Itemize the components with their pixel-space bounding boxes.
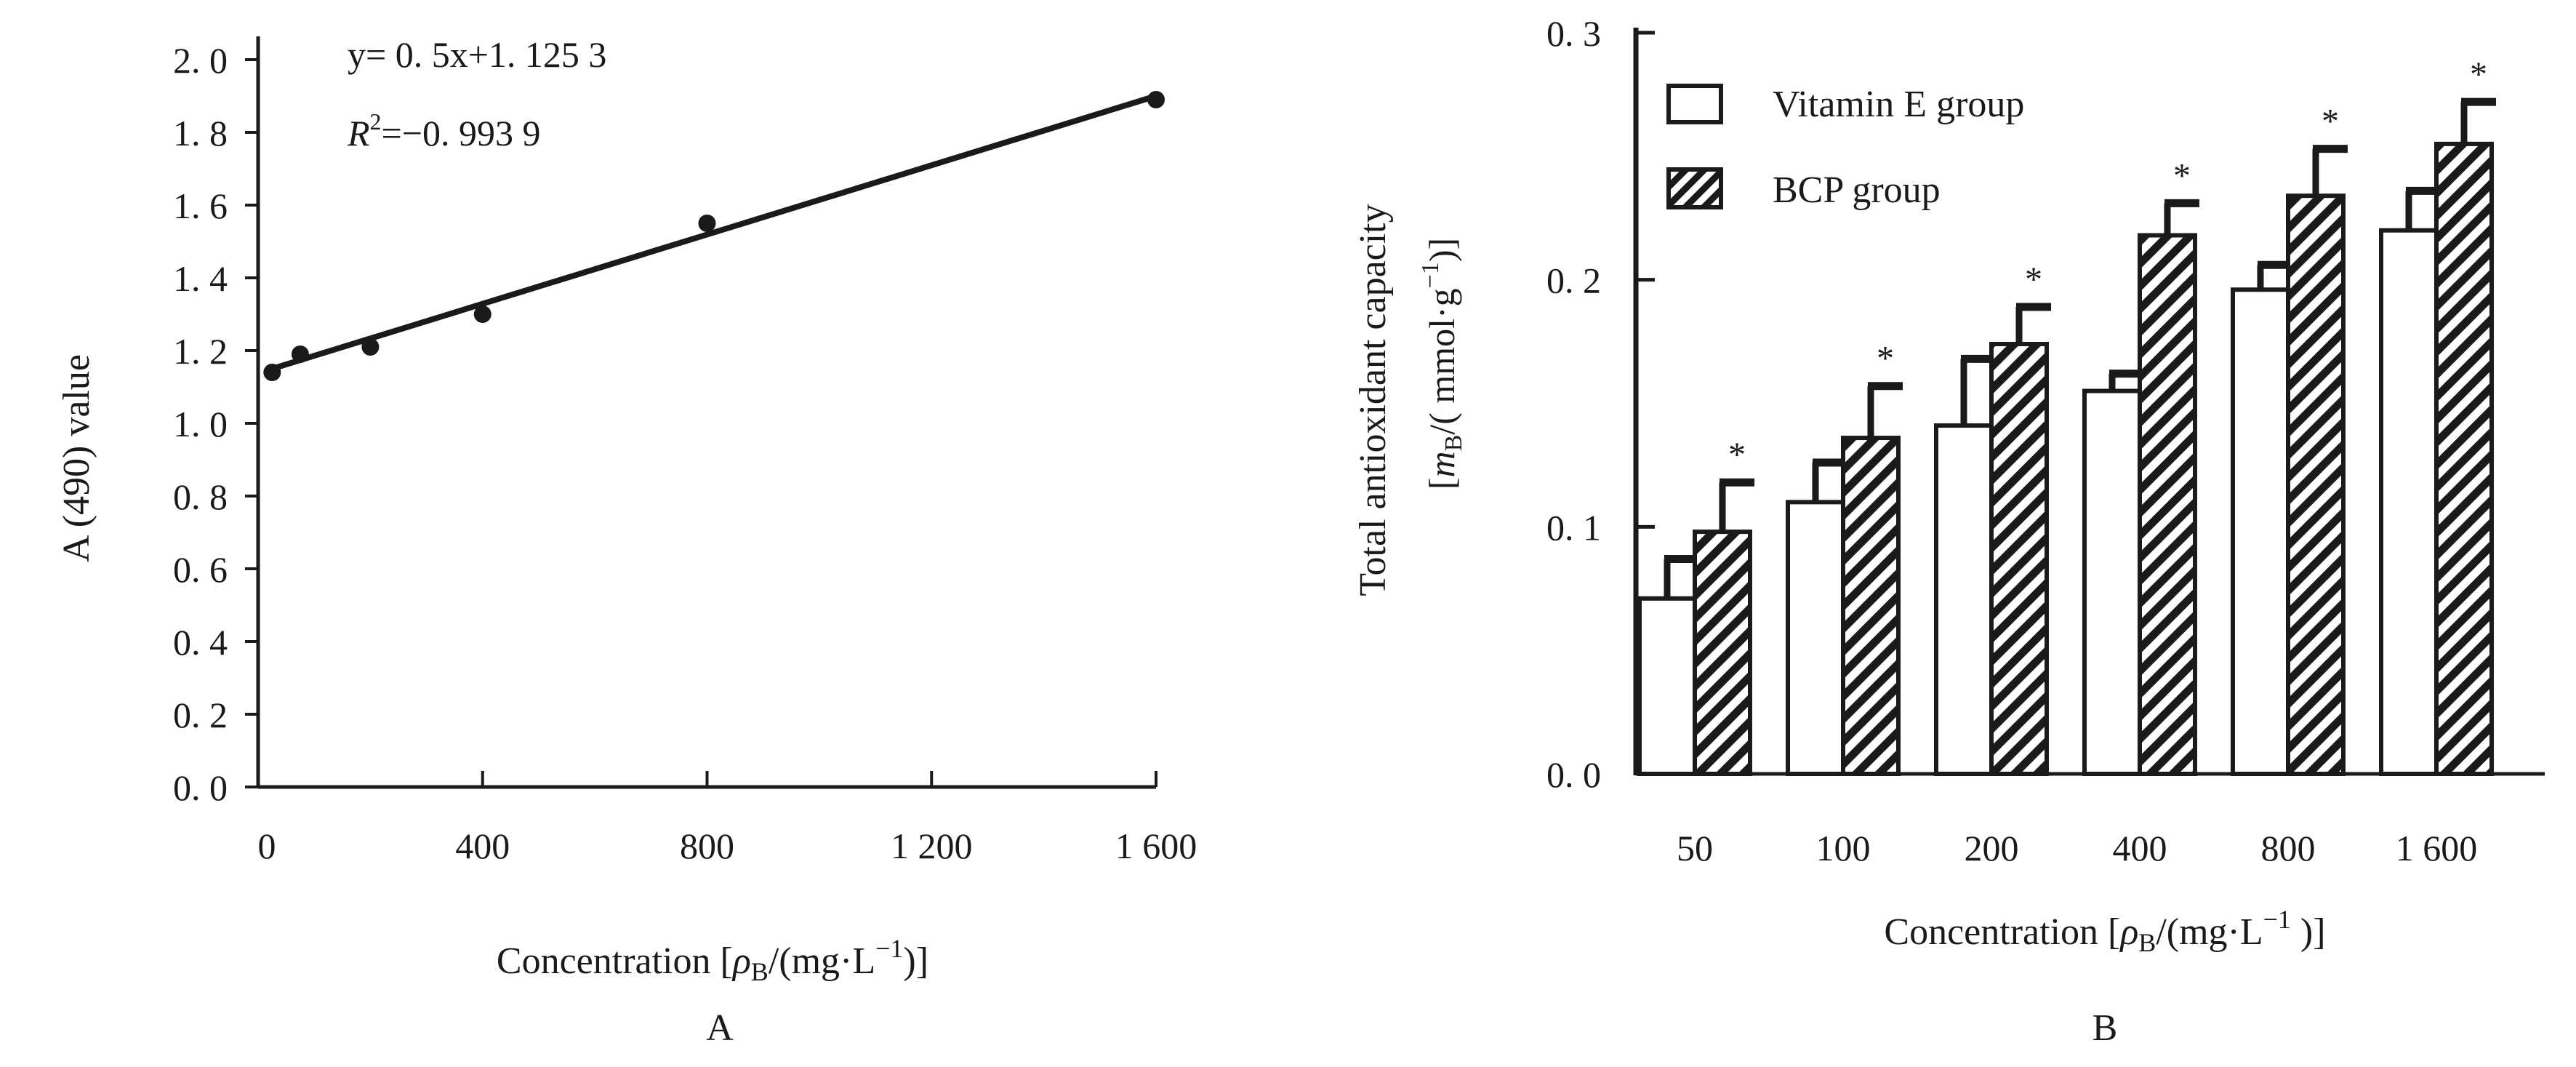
bar-vitamin-e (1637, 596, 1697, 776)
panel-a-y-tick-label: 2. 0 (173, 40, 228, 81)
bar-vitamin-e (2379, 228, 2439, 776)
legend-label-bcp: BCP group (1773, 169, 1941, 211)
panel-a-y-axis-label: A (490) value (56, 354, 97, 562)
panel-a-y-tick-label: 1. 8 (173, 113, 228, 153)
bar-bcp (1841, 436, 1901, 776)
bar-vitamin-e (2082, 388, 2142, 776)
panel-a-x-tick-label: 1 200 (891, 826, 973, 866)
panel-b-x-tick-label: 50 (1677, 828, 1713, 868)
panel-b-x-tick-label: 1 600 (2396, 828, 2478, 868)
significance-marker: * (1728, 436, 1746, 474)
legend-item-vitamin-e: Vitamin E group (1666, 84, 2024, 125)
panel-a-data-point (1147, 91, 1165, 108)
panel-b-y-tick-label: 0. 2 (1546, 260, 1601, 301)
panel-b-x-tick-label: 100 (1816, 828, 1871, 868)
significance-marker: * (1877, 340, 1894, 378)
panel-a-data-point (291, 345, 309, 363)
panel-a-y-tick-label: 0. 4 (173, 622, 228, 663)
significance-marker: * (2470, 55, 2487, 94)
bar-vitamin-e (2231, 287, 2290, 776)
panel-a-data-point (361, 338, 380, 356)
panel-a-r2: R2=−0. 993 9 (347, 108, 540, 153)
panel-b-y-tick-label: 0. 1 (1546, 507, 1601, 548)
panel-a-data-point (263, 364, 281, 381)
panel-a-x-tick-label: 800 (680, 826, 734, 866)
panel-b-x-axis-label: Concentration [ρB/(mg·L−1 )] (1884, 905, 2325, 957)
panel-a-fit-line (271, 93, 1157, 372)
legend-label-vitamin-e: Vitamin E group (1773, 84, 2024, 125)
panel-a: 0. 0 0. 2 0. 4 0. 6 0. 8 1. 0 1. 2 1. 4 1. 6 1. 8… (56, 34, 1197, 1049)
panel-a-y-tick-label: 0. 0 (173, 767, 228, 808)
panel-b-y-axis-label-line2: [mB/( mmol·g−1)] (1417, 238, 1467, 489)
bar-bcp (2138, 233, 2197, 776)
panel-a-y-tick-label: 0. 8 (173, 476, 228, 517)
bar-vitamin-e (1786, 500, 1845, 776)
panel-a-data-point (698, 215, 716, 232)
bar-bcp (2434, 141, 2494, 777)
legend-item-bcp: BCP group (1666, 167, 1941, 211)
panel-a-y-tick-label: 1. 6 (173, 185, 228, 226)
significance-marker: * (2025, 260, 2042, 299)
panel-b-y-tick-label: 0. 0 (1546, 754, 1601, 795)
panel-a-x-tick-label: 1 600 (1115, 826, 1197, 866)
bar-bcp (2286, 193, 2346, 776)
panel-a-x-axis-label: Concentration [ρB/(mg·L−1)] (497, 934, 928, 986)
panel-a-x-tick-label: 0 (258, 826, 276, 866)
significance-marker: * (2322, 103, 2339, 141)
panel-b-label: B (2093, 1007, 2118, 1049)
panel-b: 0. 0 0. 1 0. 2 0. 3 * * * * * * 50 100 200 400 800 1 … (1352, 13, 2545, 1049)
bar-vitamin-e (1934, 423, 1994, 776)
panel-b-x-tick-label: 800 (2261, 828, 2316, 868)
panel-b-y-tick-label: 0. 3 (1546, 13, 1601, 54)
panel-b-x-tick-label: 200 (1965, 828, 2019, 868)
bar-bcp (1693, 529, 1752, 776)
panel-a-y-tick-label: 0. 6 (173, 549, 228, 590)
panel-a-data-point (473, 305, 491, 323)
bar-bcp (1989, 341, 2049, 777)
panel-a-y-tick-label: 1. 2 (173, 331, 228, 372)
panel-a-equation: y= 0. 5x+1. 125 3 (348, 34, 606, 75)
panel-b-x-tick-label: 400 (2113, 828, 2167, 868)
panel-a-label: A (706, 1007, 734, 1049)
legend-swatch-vitamin-e (1666, 84, 1723, 124)
panel-a-y-tick-label: 1. 4 (173, 258, 228, 299)
panel-a-y-tick-label: 0. 2 (173, 695, 228, 735)
panel-a-x-tick-label: 400 (455, 826, 510, 866)
panel-b-y-axis-label-line1: Total antioxidant capacity (1352, 204, 1394, 596)
legend-swatch-bcp (1666, 167, 1723, 209)
significance-marker: * (2173, 156, 2191, 195)
panel-a-y-tick-label: 1. 0 (173, 404, 228, 444)
legend: Vitamin E group BCP group (1666, 84, 2024, 211)
